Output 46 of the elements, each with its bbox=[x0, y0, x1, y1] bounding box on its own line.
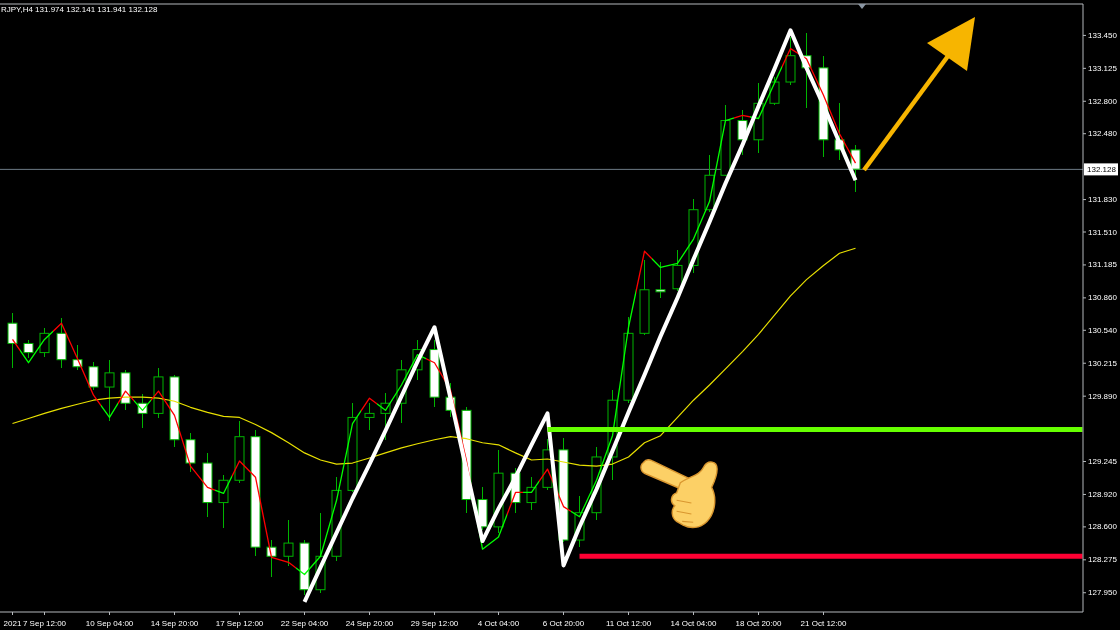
y-tick-label: 132.480 bbox=[1088, 129, 1118, 139]
line-series bbox=[11, 247, 857, 467]
candlestick bbox=[364, 402, 375, 431]
y-tick-label: 130.540 bbox=[1088, 325, 1118, 335]
candlestick bbox=[185, 432, 196, 473]
y-tick-label: 132.800 bbox=[1088, 96, 1118, 106]
candlestick bbox=[769, 76, 780, 106]
x-tick-label: 14 Oct 04:00 bbox=[670, 618, 717, 628]
y-tick-label: 131.830 bbox=[1088, 195, 1118, 205]
y-tick-label: 130.860 bbox=[1088, 293, 1118, 303]
x-tick-label: 7 Sep 12:00 bbox=[22, 618, 67, 628]
y-tick-label: 129.245 bbox=[1088, 457, 1118, 467]
x-tick-label: 17 Sep 12:00 bbox=[215, 618, 264, 628]
x-tick-label: 4 Oct 04:00 bbox=[477, 618, 520, 628]
candlestick bbox=[526, 476, 537, 511]
x-tick-label: 14 Sep 20:00 bbox=[150, 618, 199, 628]
y-tick-label: 133.125 bbox=[1088, 63, 1118, 73]
y-tick-label: 131.185 bbox=[1088, 260, 1118, 270]
y-tick-label: 128.275 bbox=[1088, 555, 1118, 565]
x-tick-label: 10 Sep 04:00 bbox=[85, 618, 134, 628]
y-tick-label: 133.450 bbox=[1088, 30, 1118, 40]
candlestick bbox=[7, 312, 18, 369]
x-tick-label: 11 Oct 12:00 bbox=[605, 618, 652, 628]
y-tick-label: 129.890 bbox=[1088, 391, 1118, 401]
x-tick-label: 2021 bbox=[3, 618, 22, 628]
x-tick-label: 29 Sep 12:00 bbox=[410, 618, 459, 628]
x-tick-label: 24 Sep 20:00 bbox=[345, 618, 394, 628]
chart-title: RJPY,H4 131.974 132.141 131.941 132.128 bbox=[1, 5, 158, 14]
x-tick-label: 6 Oct 20:00 bbox=[542, 618, 585, 628]
y-tick-label: 130.215 bbox=[1088, 358, 1118, 368]
y-tick-label: 128.920 bbox=[1088, 489, 1118, 499]
candlestick bbox=[104, 359, 115, 422]
line-series bbox=[302, 28, 858, 604]
candlestick bbox=[672, 249, 683, 292]
candlestick bbox=[655, 261, 666, 299]
y-tick-label: 131.510 bbox=[1088, 227, 1118, 237]
ref-line-label: 132.128 bbox=[1087, 164, 1117, 174]
y-tick-label: 128.600 bbox=[1088, 522, 1118, 532]
x-tick-label: 21 Oct 12:00 bbox=[800, 618, 847, 628]
candlestick bbox=[218, 474, 229, 529]
y-tick-label: 127.950 bbox=[1088, 588, 1118, 598]
x-tick-label: 18 Oct 20:00 bbox=[735, 618, 782, 628]
candlestick bbox=[39, 327, 50, 358]
x-tick-label: 22 Sep 04:00 bbox=[280, 618, 329, 628]
candlestick bbox=[283, 519, 294, 567]
candlestick bbox=[88, 361, 99, 391]
